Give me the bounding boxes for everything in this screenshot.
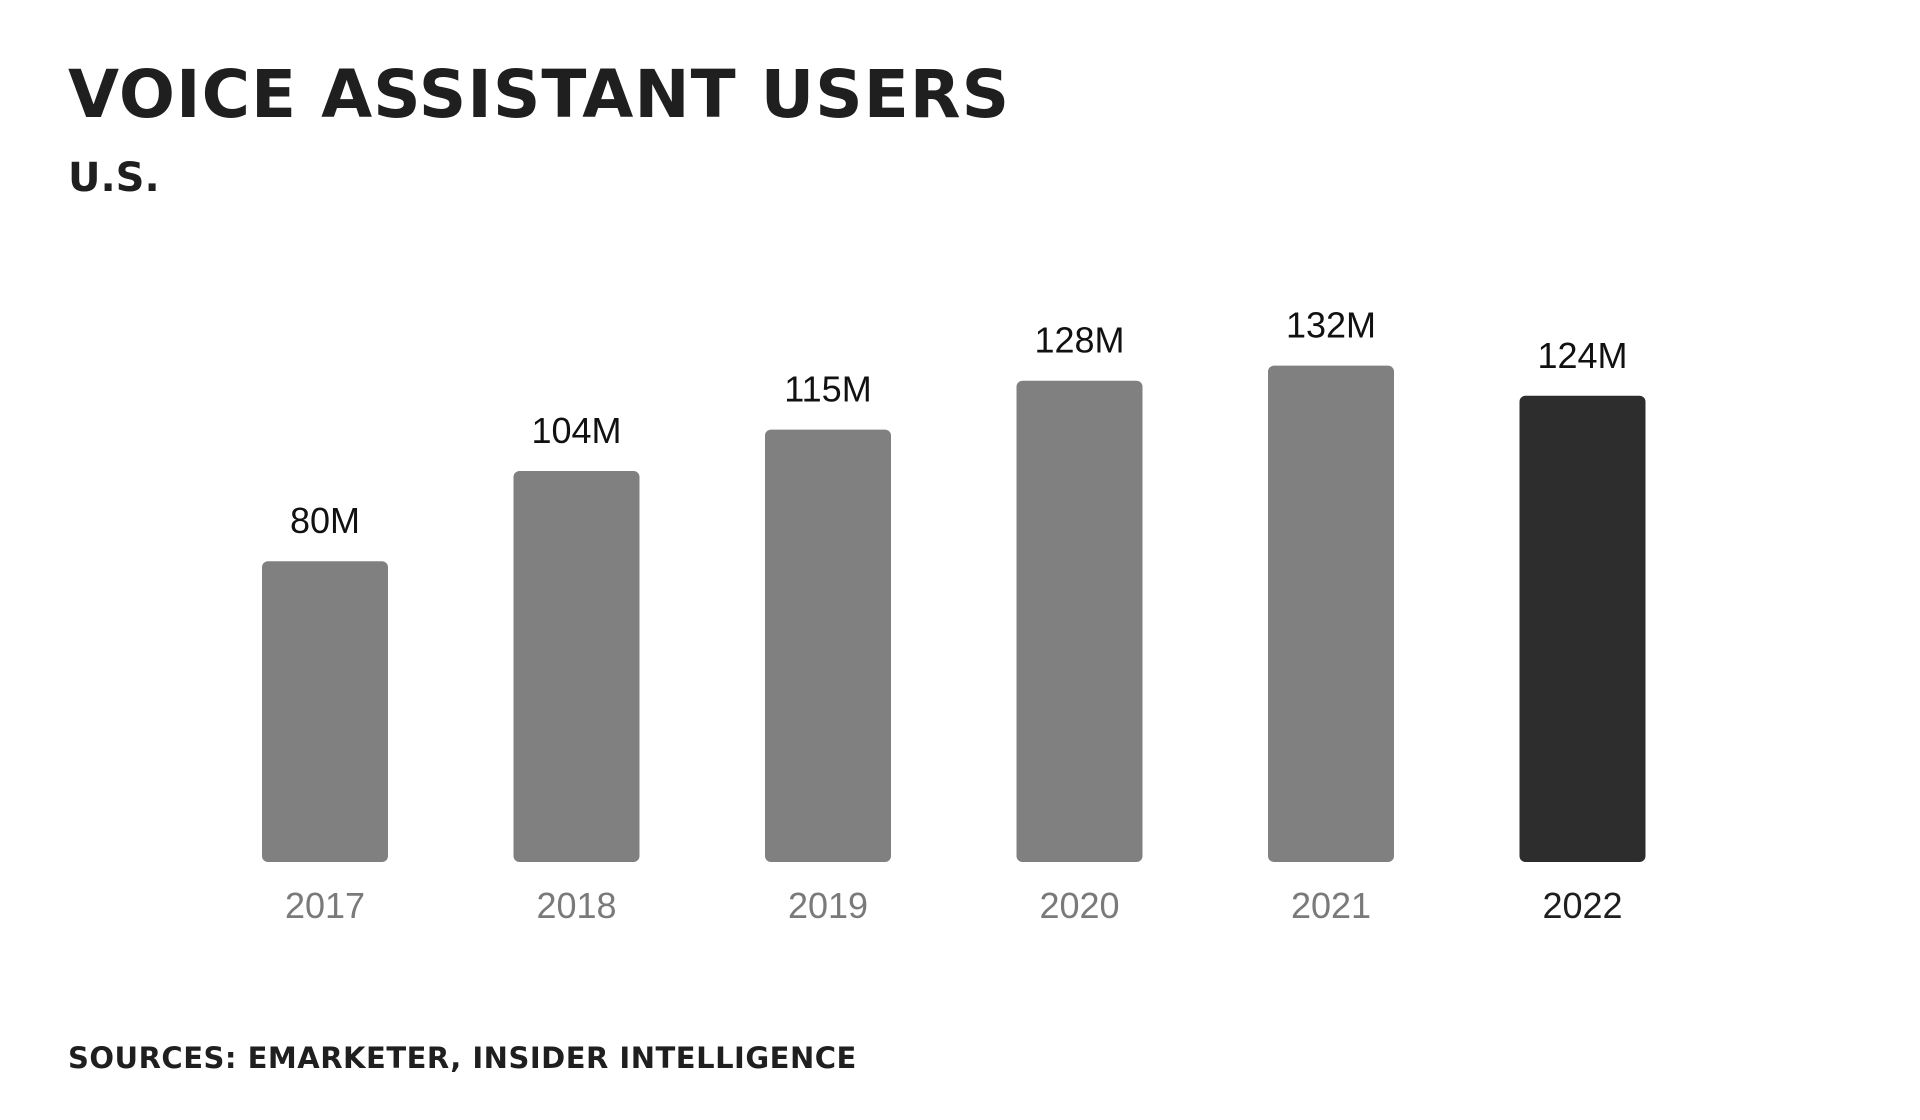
bar-2017 — [262, 561, 388, 862]
chart-subtitle: U.S. — [68, 155, 160, 201]
bar-2019 — [765, 429, 891, 862]
category-label-2019: 2019 — [788, 885, 868, 926]
bar-2022 — [1519, 395, 1646, 862]
value-label-2017: 80M — [290, 500, 360, 541]
category-label-2021: 2021 — [1291, 885, 1371, 926]
value-label-2020: 128M — [1034, 320, 1124, 361]
category-label-2017: 2017 — [285, 885, 365, 926]
value-label-2022: 124M — [1537, 335, 1627, 376]
bar-2018 — [513, 470, 640, 862]
category-label-2018: 2018 — [536, 885, 616, 926]
source-note: SOURCES: EMARKETER, INSIDER INTELLIGENCE — [68, 1041, 857, 1075]
bar-2020 — [1016, 380, 1143, 862]
category-label-2022: 2022 — [1542, 885, 1622, 926]
bar-2021 — [1268, 365, 1394, 862]
category-label-2020: 2020 — [1039, 885, 1119, 926]
value-label-2018: 104M — [531, 410, 621, 451]
value-label-2021: 132M — [1286, 305, 1376, 346]
chart-title: VOICE ASSISTANT USERS — [68, 56, 1011, 133]
value-label-2019: 115M — [784, 369, 871, 410]
